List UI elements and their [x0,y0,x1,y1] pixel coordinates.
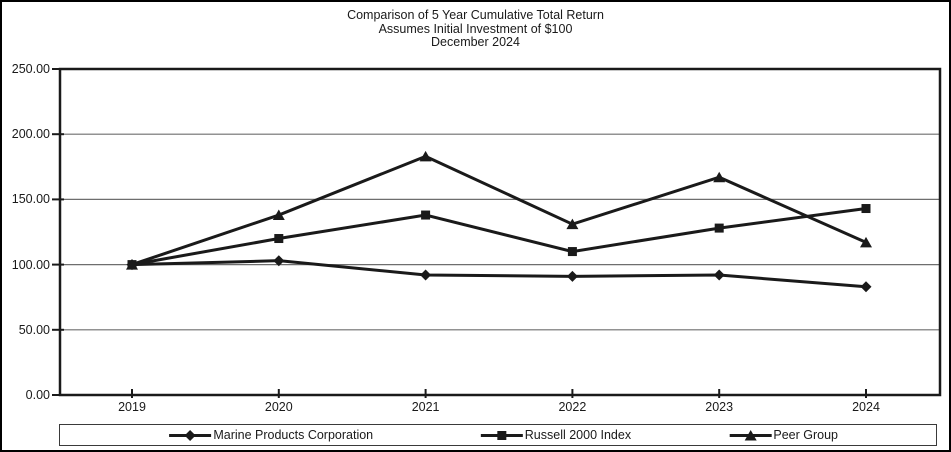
diamond-marker [566,270,578,282]
series-line-square [131,207,867,267]
triangle-marker [713,171,726,183]
diamond-marker-icon [169,429,212,441]
x-axis-label: 2019 [118,400,146,414]
plot-border [58,67,942,397]
triangle-marker [272,209,285,221]
square-marker [421,210,431,220]
square-marker [567,247,577,257]
chart-title-block: Comparison of 5 Year Cumulative Total Re… [2,8,949,50]
triangle-marker-icon [729,429,772,440]
series-line-triangle [131,154,867,267]
x-axis-label: 2024 [852,400,880,414]
y-axis-label: 150.00 [11,192,50,206]
legend-entry-russell-2000: Russell 2000 Index [479,428,631,442]
y-axis-label: 0.00 [25,388,50,402]
legend: Marine Products Corporation Russell 2000… [59,424,937,446]
diamond-marker [860,281,872,293]
legend-label: Russell 2000 Index [524,428,632,442]
chart-title: Comparison of 5 Year Cumulative Total Re… [347,8,604,22]
legend-entry-peer-group: Peer Group [727,428,838,442]
diamond-marker [420,269,432,281]
triangle-marker [860,236,872,248]
x-axis-label: 2023 [705,400,734,414]
x-axis-label: 2021 [411,400,440,414]
triangle-marker [744,429,757,440]
legend-entry-marine-products: Marine Products Corporation [167,428,373,442]
square-marker [274,234,284,244]
triangle-marker [419,150,432,162]
chart-date-label: December 2024 [431,35,520,49]
chart-subtitle: Assumes Initial Investment of $100 [378,21,573,36]
square-marker [714,223,724,233]
square-marker-icon [480,430,523,440]
square-marker [497,430,507,440]
series-line-diamond [131,259,867,289]
diamond-marker [184,429,196,441]
square-marker [861,204,871,214]
legend-label: Peer Group [773,428,838,442]
square-marker [127,260,137,270]
triangle-marker [566,218,579,230]
y-axis-label: 100.00 [11,258,50,272]
y-axis-label: 50.00 [18,323,50,337]
x-axis-label: 2022 [558,400,587,414]
y-axis-label: 200.00 [11,127,50,141]
diamond-marker [713,269,725,281]
legend-label: Marine Products Corporation [213,428,374,442]
y-axis-label: 250.00 [11,62,50,76]
x-axis-label: 2020 [264,400,293,414]
